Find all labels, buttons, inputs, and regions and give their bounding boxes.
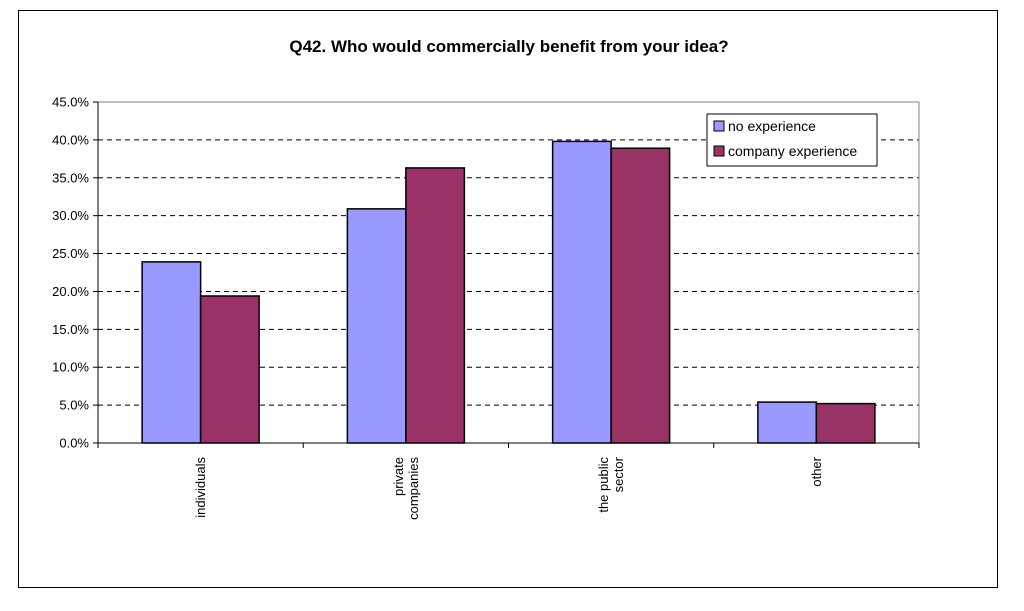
x-category-label-line: other xyxy=(809,456,824,486)
bar-company-experience xyxy=(199,295,260,444)
x-category-label: the publicsector xyxy=(596,456,626,512)
x-category-label: other xyxy=(809,456,824,486)
y-tick-label: 25.0% xyxy=(52,246,89,261)
axes xyxy=(93,101,920,448)
y-tick-label: 15.0% xyxy=(52,322,89,337)
bar-no-experience xyxy=(551,140,612,444)
legend-label: company experience xyxy=(728,143,857,159)
x-category-label-line: individuals xyxy=(193,457,208,518)
bar-company-experience xyxy=(610,147,671,444)
legend-label: no experience xyxy=(728,118,816,134)
x-category-label: individuals xyxy=(193,457,208,518)
x-category-label-line: the public xyxy=(596,457,611,513)
y-tick-label: 40.0% xyxy=(52,132,89,147)
y-tick-label: 0.0% xyxy=(59,436,89,451)
y-tick-label: 5.0% xyxy=(59,398,89,413)
x-axis-category-labels: individuals privatecompanies the publicsec… xyxy=(193,456,824,520)
x-category-label: privatecompanies xyxy=(391,457,421,520)
y-tick-label: 35.0% xyxy=(52,170,89,185)
legend-box xyxy=(706,113,878,167)
y-tick-label: 30.0% xyxy=(52,208,89,223)
legend-swatch xyxy=(713,120,725,132)
y-tick-label: 20.0% xyxy=(52,284,89,299)
y-tick-label: 10.0% xyxy=(52,360,89,375)
legend-swatch xyxy=(713,145,725,157)
bar-company-experience xyxy=(405,167,466,444)
x-category-label-line: companies xyxy=(406,457,421,520)
y-axis-tick-labels: 0.0% 5.0% 10.0% 15.0% 20.0% 25.0% 30.0% 35.0% 40… xyxy=(52,95,89,451)
x-category-label-line: sector xyxy=(611,456,626,492)
bars xyxy=(141,140,876,444)
x-category-label-line: private xyxy=(391,457,406,496)
bar-company-experience xyxy=(815,402,876,444)
legend: no experience company experience xyxy=(706,113,878,167)
chart-title: Q42. Who would commercially benefit from… xyxy=(289,37,728,56)
y-tick-label: 45.0% xyxy=(52,95,89,110)
bar-no-experience xyxy=(757,401,818,444)
bar-no-experience xyxy=(141,261,202,444)
bar-no-experience xyxy=(346,208,407,444)
